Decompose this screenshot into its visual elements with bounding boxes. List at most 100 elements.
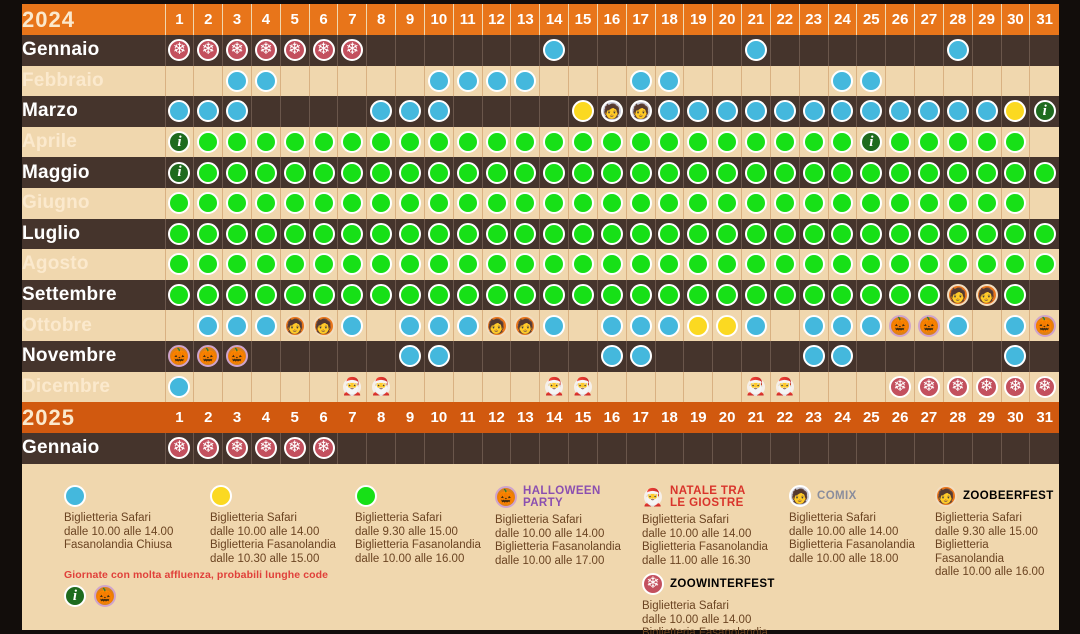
- day-marker-blue[interactable]: [946, 100, 969, 123]
- day-marker-green[interactable]: [831, 253, 854, 276]
- day-cell-gennaio-19[interactable]: [683, 35, 713, 66]
- day-marker-green[interactable]: [168, 192, 191, 215]
- legend-item-green[interactable]: Biglietteria Safari dalle 9.30 alle 15.0…: [355, 485, 490, 566]
- day-marker-green[interactable]: [427, 284, 450, 307]
- day-cell-gennaio-21[interactable]: [741, 35, 771, 66]
- day-marker-green[interactable]: [802, 131, 825, 154]
- day-marker-green[interactable]: [831, 131, 854, 154]
- day-marker-green[interactable]: [543, 131, 566, 154]
- day-cell-giugno-2[interactable]: [193, 187, 223, 219]
- day-cell-agosto-18[interactable]: [654, 249, 684, 280]
- day-cell-aprile-3[interactable]: [222, 126, 252, 158]
- day-cell-maggio-29[interactable]: [971, 157, 1002, 188]
- day-marker-green[interactable]: [283, 192, 306, 215]
- day-marker-green[interactable]: [168, 222, 191, 245]
- day-marker-green[interactable]: [543, 222, 566, 245]
- day-cell-settembre-8[interactable]: [366, 279, 396, 311]
- day-cell-gennaio-8[interactable]: [366, 35, 396, 66]
- day-cell-settembre-10[interactable]: [423, 279, 454, 311]
- day-cell-marzo-23[interactable]: [798, 96, 829, 127]
- day-cell-gennaio-7[interactable]: ❄: [337, 35, 367, 66]
- day-cell-giugno-19[interactable]: [683, 187, 713, 219]
- day-marker-green[interactable]: [773, 222, 796, 245]
- day-marker-blue[interactable]: [658, 314, 681, 337]
- day-cell-gennaio-11[interactable]: [452, 433, 483, 464]
- day-marker-blue[interactable]: [716, 100, 739, 123]
- day-cell-ottobre-28[interactable]: [942, 310, 973, 341]
- day-cell-dicembre-6[interactable]: [308, 371, 338, 403]
- day-cell-aprile-2[interactable]: [193, 126, 223, 158]
- day-cell-aprile-4[interactable]: [250, 126, 281, 158]
- day-cell-giugno-11[interactable]: [452, 187, 483, 219]
- day-cell-gennaio-29[interactable]: [971, 433, 1002, 464]
- day-cell-settembre-16[interactable]: [596, 279, 627, 311]
- day-marker-info[interactable]: i: [168, 161, 191, 184]
- day-marker-green[interactable]: [975, 131, 998, 154]
- day-cell-aprile-9[interactable]: [395, 126, 425, 158]
- day-marker-green[interactable]: [514, 284, 537, 307]
- day-cell-luglio-29[interactable]: [971, 218, 1002, 250]
- day-marker-zoowinterfest[interactable]: ❄: [283, 437, 306, 460]
- day-cell-gennaio-22[interactable]: [769, 35, 800, 66]
- day-cell-dicembre-21[interactable]: 🎅: [741, 371, 771, 403]
- day-marker-green[interactable]: [312, 253, 335, 276]
- day-cell-maggio-18[interactable]: [654, 157, 684, 188]
- day-cell-marzo-18[interactable]: [654, 96, 684, 127]
- day-cell-gennaio-8[interactable]: [366, 433, 396, 464]
- day-cell-settembre-25[interactable]: [856, 279, 886, 311]
- day-cell-gennaio-16[interactable]: [596, 433, 627, 464]
- day-marker-zoowinterfest[interactable]: ❄: [975, 375, 998, 398]
- day-cell-aprile-27[interactable]: [914, 126, 944, 158]
- day-cell-febbraio-1[interactable]: [164, 65, 194, 97]
- day-marker-green[interactable]: [744, 284, 767, 307]
- day-cell-giugno-21[interactable]: [741, 187, 771, 219]
- day-cell-giugno-26[interactable]: [885, 187, 915, 219]
- day-marker-green[interactable]: [370, 253, 393, 276]
- day-marker-green[interactable]: [860, 284, 883, 307]
- day-marker-blue[interactable]: [254, 69, 277, 92]
- day-cell-marzo-22[interactable]: [769, 96, 800, 127]
- day-marker-halloween[interactable]: 🎃: [889, 314, 912, 337]
- day-marker-green[interactable]: [427, 131, 450, 154]
- day-cell-ottobre-26[interactable]: 🎃: [885, 310, 915, 341]
- day-cell-giugno-22[interactable]: [769, 187, 800, 219]
- day-marker-green[interactable]: [427, 161, 450, 184]
- day-cell-novembre-29[interactable]: [971, 340, 1002, 372]
- day-cell-settembre-12[interactable]: [481, 279, 511, 311]
- day-cell-gennaio-16[interactable]: [596, 35, 627, 66]
- day-cell-marzo-21[interactable]: [741, 96, 771, 127]
- day-marker-blue[interactable]: [975, 100, 998, 123]
- day-marker-green[interactable]: [860, 192, 883, 215]
- day-cell-giugno-7[interactable]: [337, 187, 367, 219]
- day-cell-dicembre-23[interactable]: [798, 371, 829, 403]
- day-cell-settembre-30[interactable]: [1000, 279, 1030, 311]
- day-cell-agosto-14[interactable]: [539, 249, 569, 280]
- day-cell-febbraio-3[interactable]: [222, 65, 252, 97]
- day-marker-green[interactable]: [716, 253, 739, 276]
- day-cell-marzo-31[interactable]: i: [1029, 96, 1059, 127]
- day-cell-ottobre-30[interactable]: [1000, 310, 1030, 341]
- day-marker-green[interactable]: [485, 284, 508, 307]
- day-cell-aprile-31[interactable]: [1029, 126, 1059, 158]
- day-marker-green[interactable]: [802, 222, 825, 245]
- day-cell-gennaio-1[interactable]: ❄: [164, 433, 194, 464]
- day-cell-settembre-18[interactable]: [654, 279, 684, 311]
- day-cell-agosto-1[interactable]: [164, 249, 194, 280]
- day-cell-gennaio-10[interactable]: [423, 433, 454, 464]
- day-cell-novembre-21[interactable]: [741, 340, 771, 372]
- day-cell-gennaio-20[interactable]: [712, 433, 742, 464]
- day-marker-green[interactable]: [1004, 284, 1027, 307]
- day-marker-green[interactable]: [744, 253, 767, 276]
- day-cell-agosto-7[interactable]: [337, 249, 367, 280]
- day-cell-agosto-2[interactable]: [193, 249, 223, 280]
- day-cell-febbraio-10[interactable]: [423, 65, 454, 97]
- day-marker-natale[interactable]: 🎅: [773, 375, 796, 398]
- day-cell-settembre-20[interactable]: [712, 279, 742, 311]
- day-marker-blue[interactable]: [658, 69, 681, 92]
- day-marker-green[interactable]: [399, 284, 422, 307]
- day-marker-natale[interactable]: 🎅: [744, 375, 767, 398]
- day-marker-natale[interactable]: 🎅: [572, 375, 594, 398]
- day-cell-marzo-12[interactable]: [481, 96, 511, 127]
- day-cell-dicembre-11[interactable]: [452, 371, 483, 403]
- day-marker-green[interactable]: [197, 253, 220, 276]
